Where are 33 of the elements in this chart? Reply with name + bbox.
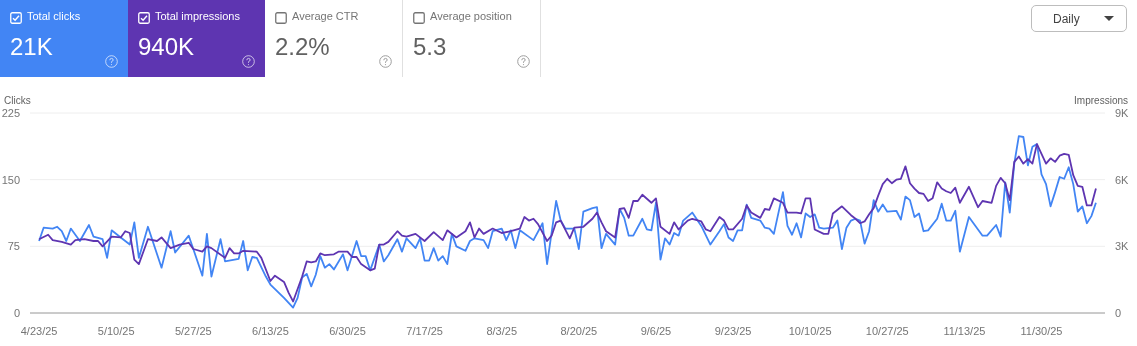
y-tick-label: 225 [1, 106, 20, 119]
text: Average position [430, 10, 512, 22]
text: Daily [1053, 12, 1080, 26]
x-tick-label: 10/27/25 [865, 324, 909, 337]
y-axis-title: Clicks [4, 95, 31, 106]
text: 2.2% [275, 33, 330, 61]
legend-label: Total clicks [27, 10, 81, 22]
x-tick-label: 6/13/25 [252, 324, 289, 337]
y2-tick-label: 9K [1115, 106, 1130, 119]
y2-tick-label: 6K [1115, 173, 1130, 186]
x-tick-label: 11/30/25 [1020, 324, 1063, 337]
x-tick-label: 4/23/25 [20, 324, 58, 337]
legend-label: Total impressions [155, 10, 240, 22]
y2-tick-label: 3K [1115, 240, 1130, 253]
x-tick-label: 5/10/25 [97, 324, 135, 337]
x-tick-label: 11/13/25 [943, 324, 986, 337]
x-tick-label: 6/30/25 [329, 324, 366, 337]
x-tick-label: 10/10/25 [788, 324, 832, 337]
x-tick-label: 5/27/25 [174, 324, 212, 337]
y-tick-label: 75 [7, 240, 20, 253]
y2-tick-label: 0 [1115, 306, 1122, 319]
y-tick-label: 0 [13, 306, 20, 319]
x-tick-label: 9/23/25 [714, 324, 752, 337]
x-tick-label: 9/6/25 [640, 324, 672, 337]
text: 940K [138, 33, 195, 61]
text: 5.3 [413, 33, 447, 61]
x-tick-label: 8/3/25 [486, 324, 518, 337]
text: 21K [10, 33, 53, 61]
x-tick-label: 7/17/25 [406, 324, 443, 337]
x-tick-label: 8/20/25 [560, 324, 598, 337]
y2-axis-title: Impressions [1074, 95, 1128, 106]
y-tick-label: 150 [1, 173, 20, 186]
text: Average CTR [292, 10, 359, 22]
